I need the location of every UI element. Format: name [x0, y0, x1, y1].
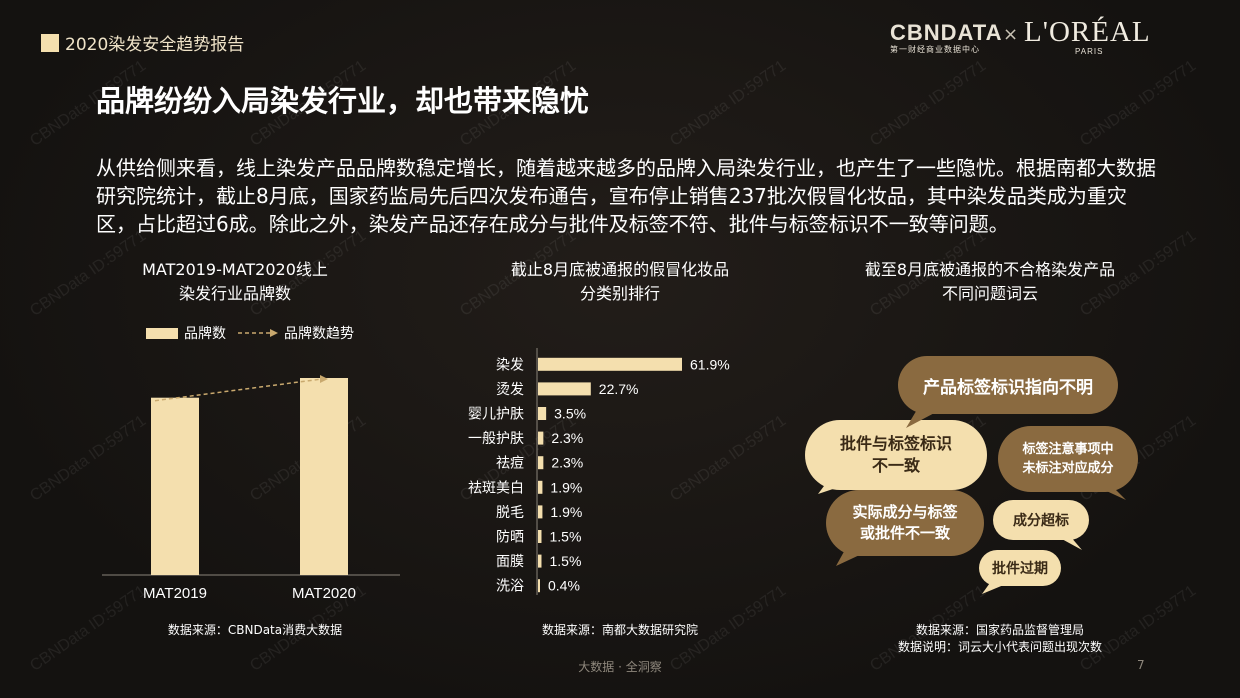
word-bubble-3-text: 标签注意事项中 未标注对应成分 [1022, 442, 1114, 476]
cbndata-logo: CBNDATA 第一财经商业数据中心 [890, 20, 1003, 55]
chart3-source-line1: 数据来源：国家药品监督管理局 [915, 623, 1084, 637]
chart3-title-line1: 截至8月底被通报的不合格染发产品 [864, 260, 1116, 279]
legend-trend-arrow-icon [238, 329, 278, 337]
chart3-source: 数据来源：国家药品监督管理局 数据说明：词云大小代表问题出现次数 [830, 622, 1170, 656]
logo-cross: × [1003, 24, 1019, 45]
chart1-title-line2: 染发行业品牌数 [178, 284, 291, 303]
loreal-logo: L'ORÉAL [1024, 16, 1151, 48]
report-tag-label: 2020染发安全趋势报告 [65, 35, 245, 55]
word-bubble-3: 标签注意事项中 未标注对应成分 [998, 426, 1138, 492]
report-tag: 2020染发安全趋势报告 [41, 30, 244, 55]
tag-square-icon [41, 33, 59, 52]
legend-bar-swatch [146, 327, 178, 339]
chart1-source: 数据来源：CBNData消费大数据 [167, 623, 343, 637]
word-bubble-5: 成分超标 [993, 500, 1089, 540]
chart3-source-line2: 数据说明：词云大小代表问题出现次数 [897, 640, 1102, 654]
loreal-logo-paris: PARIS [1075, 47, 1104, 56]
legend-bar-label: 品牌数 [184, 326, 226, 342]
word-bubble-4-text: 实际成分与标签 或批件不一致 [852, 503, 958, 542]
chart2-title-line2: 分类别排行 [579, 284, 660, 303]
page-title: 品牌纷纷入局染发行业，却也带来隐忧 [96, 84, 590, 118]
intro-paragraph: 从供给侧来看，线上染发产品品牌数稳定增长，随着越来越多的品牌入局染发行业，也产生… [96, 156, 1156, 236]
chart1-legend: 品牌数 品牌数趋势 [146, 323, 354, 343]
chart1-title-line1: MAT2019-MAT2020线上 [142, 260, 328, 279]
chart2-title: 截止8月底被通报的假冒化妆品 分类别排行 [470, 258, 770, 306]
chart3-title-line2: 不同问题词云 [941, 284, 1038, 303]
chart1-title: MAT2019-MAT2020线上 染发行业品牌数 [110, 258, 360, 306]
legend-trend-label: 品牌数趋势 [284, 326, 354, 342]
word-bubble-6-text: 批件过期 [992, 561, 1048, 577]
footer-slogan: 大数据 · 全洞察 [578, 660, 662, 674]
cbndata-logo-text: CBNDATA [890, 20, 1003, 45]
word-bubble-1-text: 产品标签标识指向不明 [923, 377, 1093, 398]
word-bubble-1: 产品标签标识指向不明 [898, 356, 1118, 414]
chart2-source: 数据来源：南都大数据研究院 [541, 623, 698, 637]
chart2-title-line1: 截止8月底被通报的假冒化妆品 [510, 260, 730, 279]
cbndata-logo-sub: 第一财经商业数据中心 [890, 45, 980, 54]
page-number: 7 [1137, 658, 1145, 672]
word-bubble-4: 实际成分与标签 或批件不一致 [826, 490, 984, 556]
word-bubble-2: 批件与标签标识 不一致 [805, 420, 987, 490]
word-bubble-2-text: 批件与标签标识 不一致 [839, 434, 952, 475]
chart3-title: 截至8月底被通报的不合格染发产品 不同问题词云 [830, 258, 1150, 306]
word-bubble-5-text: 成分超标 [1013, 513, 1069, 529]
word-bubble-6: 批件过期 [979, 550, 1061, 586]
